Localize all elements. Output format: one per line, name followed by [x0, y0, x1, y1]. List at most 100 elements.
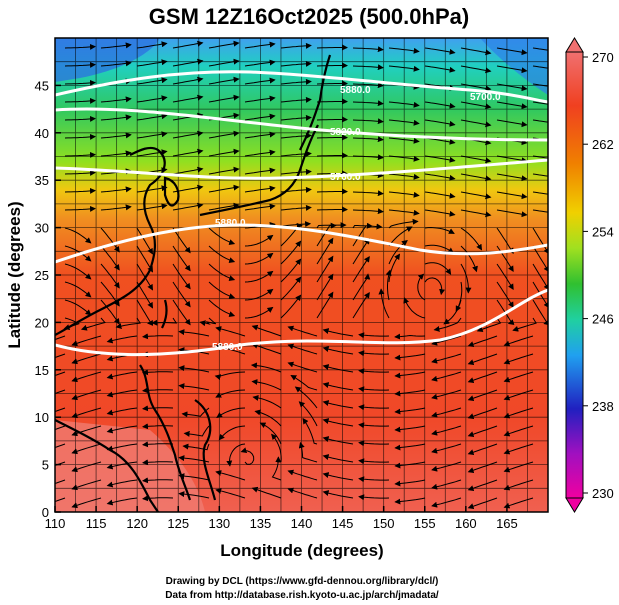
streamline — [358, 422, 390, 429]
streamline — [172, 76, 204, 85]
streamline — [431, 389, 462, 400]
streamline — [142, 423, 174, 430]
streamline — [316, 206, 348, 213]
streamline — [100, 150, 132, 157]
streamline — [352, 64, 384, 71]
streamline — [136, 59, 168, 67]
cold-patch-east — [480, 38, 548, 95]
streamline — [394, 353, 426, 361]
streamline — [460, 119, 492, 128]
streamline — [64, 61, 96, 68]
streamline — [280, 240, 302, 265]
streamline — [71, 389, 102, 401]
streamline — [136, 113, 168, 121]
streamline — [64, 169, 96, 176]
streamline — [358, 332, 390, 339]
x-tick-label: 110 — [45, 516, 66, 531]
streamline — [214, 371, 246, 381]
streamline — [178, 383, 210, 391]
streamline — [71, 497, 102, 509]
streamline — [244, 270, 274, 283]
streamline — [352, 118, 384, 125]
x-tick-label: 165 — [496, 516, 518, 531]
streamline — [251, 486, 282, 499]
streamline — [503, 407, 534, 419]
streamline — [106, 461, 138, 470]
streamline — [142, 333, 174, 340]
x-tick-label: 135 — [250, 516, 272, 531]
streamline — [64, 281, 92, 298]
streamline — [496, 281, 514, 309]
streamline — [316, 134, 348, 141]
streamline — [136, 299, 154, 326]
x-tick-label: 115 — [86, 516, 107, 531]
streamline — [100, 299, 120, 325]
streamline — [460, 245, 478, 273]
streamline — [178, 455, 210, 463]
streamline — [280, 186, 312, 193]
streamline — [287, 487, 318, 499]
streamline — [199, 317, 217, 327]
streamline — [532, 281, 548, 309]
streamline — [316, 44, 348, 51]
colorbar-tick-label: 254 — [592, 224, 614, 239]
streamline — [460, 173, 492, 182]
streamline — [142, 441, 174, 448]
streamline — [208, 281, 236, 300]
streamline — [280, 150, 312, 157]
streamline — [496, 263, 514, 291]
streamline — [55, 497, 66, 503]
streamline — [431, 371, 462, 382]
streamline — [259, 422, 282, 445]
streamline — [388, 191, 420, 198]
streamline — [142, 477, 174, 484]
streamline — [316, 98, 348, 105]
streamline — [106, 497, 138, 506]
contour-line — [55, 158, 548, 180]
colorbar-top-arrow — [565, 37, 584, 53]
streamline — [172, 263, 191, 290]
streamline — [316, 116, 348, 123]
streamline — [244, 234, 274, 247]
streamline — [136, 203, 168, 211]
streamline — [424, 191, 456, 199]
streamline — [100, 281, 120, 307]
streamline — [250, 362, 282, 373]
streamline — [431, 497, 462, 508]
streamline — [358, 476, 390, 483]
y-tick-label: 20 — [35, 315, 49, 330]
streamline — [136, 77, 168, 85]
streamline — [358, 440, 390, 447]
streamline — [322, 490, 354, 499]
streamline — [100, 114, 132, 121]
plot-area: 5880.0 5700.0 5820.0 5760.0 5880.0 5880.… — [55, 38, 548, 512]
streamline — [424, 209, 456, 217]
colorbar-scale — [565, 51, 584, 499]
streamline — [100, 42, 132, 49]
streamline — [388, 47, 420, 54]
streamline — [388, 218, 419, 229]
streamline — [208, 40, 240, 49]
y-tick-label: 40 — [35, 126, 49, 141]
streamline — [178, 491, 210, 499]
streamline — [417, 273, 426, 301]
streamline — [64, 133, 96, 140]
streamline — [358, 386, 390, 393]
streamline — [208, 227, 236, 246]
x-axis-ticks: 110 115 120 125 130 135 140 145 150 155 160 165 — [45, 506, 518, 531]
streamline — [352, 154, 384, 161]
streamline — [322, 418, 354, 427]
streamline — [252, 394, 282, 409]
streamline — [142, 495, 174, 502]
streamline — [496, 155, 528, 164]
streamline — [403, 297, 426, 319]
streamline — [208, 148, 240, 157]
streamline — [467, 335, 498, 348]
streamline — [388, 101, 420, 108]
streamline — [136, 263, 153, 291]
streamline — [388, 173, 420, 180]
streamline — [208, 263, 236, 282]
streamline — [352, 273, 371, 301]
streamline — [431, 353, 462, 364]
streamline — [298, 441, 318, 463]
